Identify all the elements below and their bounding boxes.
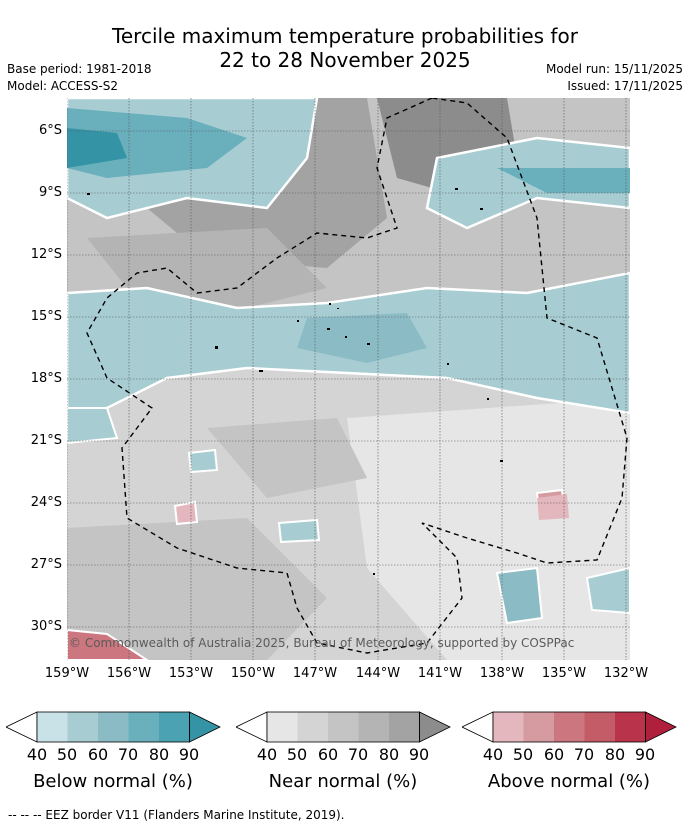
colorbar-above-swatch-5	[615, 712, 646, 742]
lon-label-159w: 159°W	[44, 666, 90, 681]
colorbar-below-swatch-3	[98, 712, 129, 742]
lat-label-24s: 24°S	[30, 495, 62, 510]
below-normal-small-patch-1	[187, 448, 219, 474]
colorbar-above-label: Above normal (%)	[487, 771, 651, 792]
colorbar-above-tick-80: 80	[604, 745, 626, 764]
below-normal-south-patch-2	[585, 566, 630, 615]
colorbar-below-tick-40: 40	[26, 745, 48, 764]
below-normal-west-patch	[67, 407, 119, 445]
probability-map-svg	[67, 98, 630, 660]
colorbar-above-tick-50: 50	[512, 745, 534, 764]
colorbar-below-extend-low	[6, 711, 38, 743]
colorbar-below-label: Below normal (%)	[33, 771, 193, 792]
colorbar-above-normal	[462, 711, 677, 743]
colorbar-near-tick-90: 90	[408, 745, 430, 764]
colorbar-above-tick-40: 40	[482, 745, 504, 764]
colorbar-above-tick-70: 70	[573, 745, 595, 764]
graticule	[67, 98, 630, 660]
colorbar-above-extend-low	[462, 711, 494, 743]
probability-map: © Commonwealth of Australia 2025, Bureau…	[67, 98, 630, 660]
lon-label-156w: 156°W	[106, 666, 152, 681]
colorbar-near-tick-80: 80	[378, 745, 400, 764]
above-normal-patch-southwest	[67, 628, 149, 660]
lat-label-18s: 18°S	[30, 371, 62, 386]
colorbar-above-swatch-4	[584, 712, 615, 742]
colorbar-near-extend-low	[236, 711, 268, 743]
colorbar-near-extend-high	[419, 711, 451, 743]
colorbar-near-label: Near normal (%)	[268, 771, 418, 792]
islands	[87, 188, 503, 575]
model-label: Model: ACCESS-S2	[7, 79, 119, 93]
colorbar-below-normal	[6, 711, 221, 743]
lon-label-153w: 153°W	[168, 666, 214, 681]
issued-label: Issued: 17/11/2025	[567, 79, 683, 93]
colorbar-above-tick-90: 90	[634, 745, 656, 764]
above-normal-patch-1-core	[537, 494, 569, 520]
below-normal-central-core	[297, 313, 427, 363]
lat-label-9s: 9°S	[38, 185, 62, 200]
lat-label-30s: 30°S	[30, 619, 62, 634]
colorbar-near-swatch-4	[358, 712, 389, 742]
eez-footnote: -- -- -- EEZ border V11 (Flanders Marine…	[8, 808, 345, 822]
colorbar-below-swatch-2	[67, 712, 98, 742]
below-normal-peak-northwest	[67, 128, 127, 168]
lat-label-6s: 6°S	[38, 123, 62, 138]
colorbar-near-swatch-1	[267, 712, 298, 742]
lon-label-150w: 150°W	[230, 666, 276, 681]
colorbar-above-swatch-3	[554, 712, 585, 742]
colorbar-near-tick-60: 60	[317, 745, 339, 764]
near-normal-low-area	[347, 398, 630, 660]
colorbar-below-swatch-4	[128, 712, 159, 742]
above-normal-patch-2	[173, 500, 199, 526]
lon-label-144w: 144°W	[355, 666, 401, 681]
lat-label-21s: 21°S	[30, 433, 62, 448]
near-normal-south-area	[67, 518, 327, 660]
lat-label-27s: 27°S	[30, 557, 62, 572]
below-normal-south-patch-1	[495, 566, 544, 625]
colorbar-near-tick-70: 70	[347, 745, 369, 764]
colorbar-near-swatch-3	[328, 712, 359, 742]
colorbar-below-tick-80: 80	[148, 745, 170, 764]
lon-label-141w: 141°W	[417, 666, 463, 681]
map-title-line1: Tercile maximum temperature probabilitie…	[112, 24, 578, 48]
colorbar-below-extend-high	[189, 711, 221, 743]
lat-label-15s: 15°S	[30, 309, 62, 324]
colorbar-below-swatch-1	[37, 712, 68, 742]
colorbar-near-normal	[236, 711, 451, 743]
colorbar-above-swatch-2	[523, 712, 554, 742]
colorbar-below-tick-60: 60	[87, 745, 109, 764]
colorbar-above-tick-60: 60	[543, 745, 565, 764]
colorbar-above-extend-high	[645, 711, 677, 743]
colorbar-below-tick-90: 90	[178, 745, 200, 764]
colorbar-near-swatch-2	[297, 712, 328, 742]
colorbar-below-swatch-5	[159, 712, 190, 742]
colorbar-below-tick-50: 50	[56, 745, 78, 764]
base-period-label: Base period: 1981-2018	[7, 62, 152, 76]
lon-label-138w: 138°W	[479, 666, 525, 681]
lon-label-132w: 132°W	[603, 666, 649, 681]
colorbar-near-tick-50: 50	[286, 745, 308, 764]
colorbar-below-tick-70: 70	[117, 745, 139, 764]
map-title-line2: 22 to 28 November 2025	[219, 48, 471, 72]
model-run-label: Model run: 15/11/2025	[545, 62, 683, 76]
colorbar-near-tick-40: 40	[256, 745, 278, 764]
lon-label-135w: 135°W	[541, 666, 587, 681]
colorbar-above-swatch-1	[493, 712, 524, 742]
below-normal-small-patch-2	[277, 518, 321, 544]
colorbar-near-swatch-5	[389, 712, 420, 742]
near-normal-patch-1	[207, 418, 367, 498]
eez-border	[86, 98, 628, 654]
below-normal-core-northeast	[497, 168, 630, 193]
lon-label-147w: 147°W	[292, 666, 338, 681]
lat-label-12s: 12°S	[30, 247, 62, 262]
copyright-notice: © Commonwealth of Australia 2025, Bureau…	[69, 636, 575, 650]
